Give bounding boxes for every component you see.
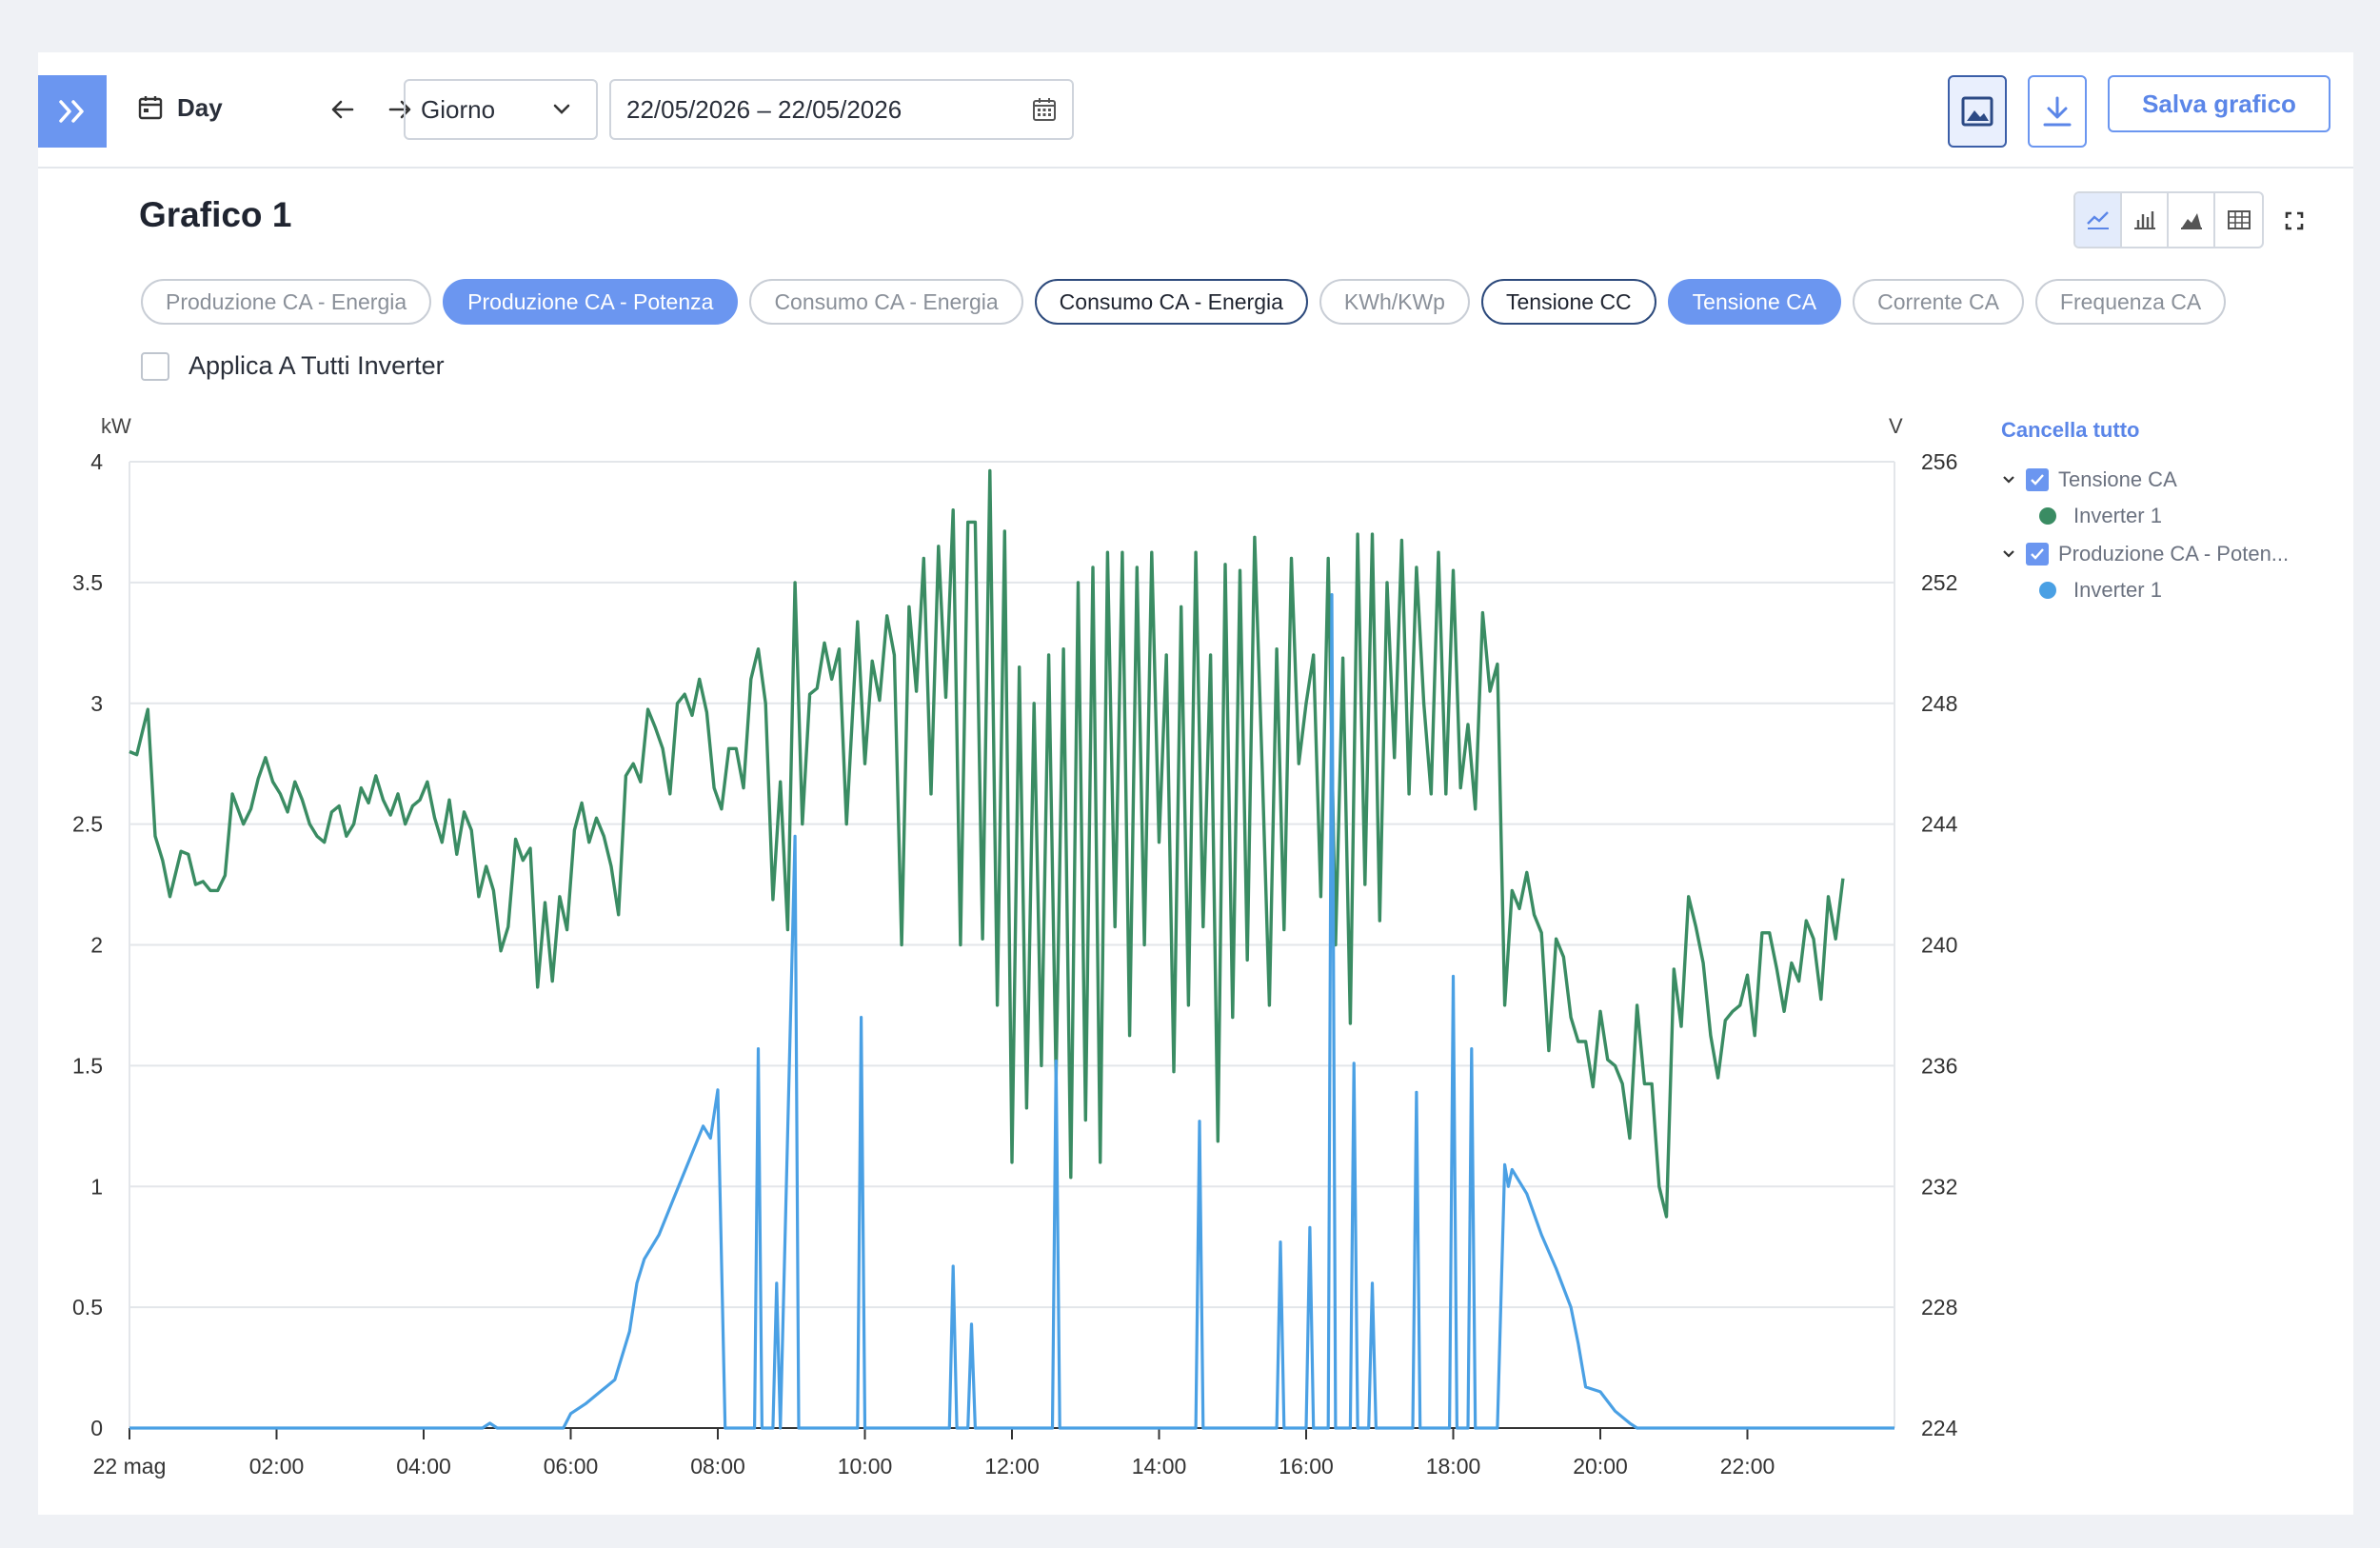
x-tick-label: 12:00 xyxy=(984,1454,1040,1479)
image-icon xyxy=(1961,96,1993,127)
expand-sidebar-button[interactable] xyxy=(38,75,107,148)
area-chart-icon xyxy=(2180,213,2202,229)
power-voltage-chart: 0 224 0.5 228 1 232 1.5 236 2 240 2.5 244 3 248 3.5 252… xyxy=(72,414,1958,1479)
period-label: Day xyxy=(177,92,223,122)
apply-all-checkbox[interactable] xyxy=(141,351,169,381)
y-tick-label-right: 228 xyxy=(1921,1295,1957,1320)
y-tick-label-left: 0.5 xyxy=(72,1295,103,1320)
metric-chip[interactable]: KWh/KWp xyxy=(1319,279,1470,325)
metric-chip[interactable]: Produzione CA - Potenza xyxy=(443,279,739,325)
metric-chips: Produzione CA - Energia Produzione CA - P… xyxy=(141,279,2227,325)
chart-type-switcher xyxy=(2073,191,2264,248)
y-tick-label-left: 1.5 xyxy=(72,1053,103,1078)
arrow-left-icon xyxy=(331,100,354,119)
legend-group[interactable]: Produzione CA - Poten... xyxy=(2001,542,2344,566)
clear-all-link[interactable]: Cancella tutto xyxy=(2001,418,2140,442)
date-range-input[interactable]: 22/05/2026 – 22/05/2026 xyxy=(609,79,1074,140)
y-tick-label-right: 236 xyxy=(1921,1053,1957,1078)
metric-chip[interactable]: Tensione CC xyxy=(1480,279,1656,325)
y-axis-unit-right: V xyxy=(1889,414,1903,438)
line-chart-icon xyxy=(2086,211,2109,229)
metric-chip[interactable]: Consumo CA - Energia xyxy=(1034,279,1308,325)
y-tick-label-right: 252 xyxy=(1921,570,1957,595)
metric-chip[interactable]: Tensione CA xyxy=(1667,279,1842,325)
legend-group-label: Produzione CA - Poten... xyxy=(2058,542,2290,566)
legend-item-label: Inverter 1 xyxy=(2073,578,2162,602)
line-chart-view-button[interactable] xyxy=(2075,193,2122,247)
chart-card: Day Giorno 22/05/2026 – 22/05/2026 xyxy=(38,52,2353,1515)
fullscreen-icon xyxy=(2285,211,2304,230)
bar-chart-icon xyxy=(2133,211,2155,229)
chevron-down-icon[interactable] xyxy=(2001,475,2016,485)
legend-item[interactable]: Inverter 1 xyxy=(2039,504,2344,528)
x-tick-label: 22 mag xyxy=(93,1454,167,1479)
chevron-down-icon[interactable] xyxy=(2001,549,2016,559)
bar-chart-view-button[interactable] xyxy=(2122,193,2169,247)
x-tick-label: 08:00 xyxy=(690,1454,745,1479)
chevron-down-icon xyxy=(553,104,570,114)
granularity-select[interactable]: Giorno xyxy=(404,79,598,140)
granularity-value: Giorno xyxy=(421,94,496,124)
export-image-button[interactable] xyxy=(1948,75,2007,148)
x-tick-label: 14:00 xyxy=(1132,1454,1187,1479)
y-tick-label-left: 3 xyxy=(90,691,103,716)
series-line xyxy=(129,593,1894,1430)
table-icon xyxy=(2227,210,2251,229)
y-tick-label-right: 256 xyxy=(1921,449,1957,474)
save-chart-button[interactable]: Salva grafico xyxy=(2108,75,2330,132)
legend-item[interactable]: Inverter 1 xyxy=(2039,578,2344,603)
area-chart-view-button[interactable] xyxy=(2169,193,2215,247)
x-tick-label: 10:00 xyxy=(838,1454,893,1479)
download-button[interactable] xyxy=(2028,75,2087,148)
x-tick-label: 18:00 xyxy=(1426,1454,1481,1479)
y-tick-label-left: 2 xyxy=(90,933,103,958)
calendar-icon xyxy=(138,96,163,120)
y-tick-label-right: 232 xyxy=(1921,1174,1957,1199)
metric-chip[interactable]: Consumo CA - Energia xyxy=(749,279,1023,325)
metric-chip[interactable]: Frequenza CA xyxy=(2034,279,2227,325)
legend-group-label: Tensione CA xyxy=(2058,467,2177,491)
apply-all-inverters[interactable]: Applica A Tutti Inverter xyxy=(141,351,445,381)
y-tick-label-right: 240 xyxy=(1921,933,1957,958)
x-tick-label: 04:00 xyxy=(396,1454,451,1479)
toolbar: Day Giorno 22/05/2026 – 22/05/2026 xyxy=(38,52,2353,169)
double-chevron-right-icon xyxy=(59,100,84,123)
metric-chip[interactable]: Produzione CA - Energia xyxy=(141,279,432,325)
chart-title: Grafico 1 xyxy=(139,195,292,234)
x-tick-label: 22:00 xyxy=(1720,1454,1775,1479)
fullscreen-button[interactable] xyxy=(2280,207,2309,235)
y-tick-label-left: 0 xyxy=(90,1416,103,1440)
metric-chip[interactable]: Corrente CA xyxy=(1853,279,2024,325)
x-tick-label: 06:00 xyxy=(544,1454,599,1479)
apply-all-label: Applica A Tutti Inverter xyxy=(188,351,445,380)
table-view-button[interactable] xyxy=(2215,193,2262,247)
period-selector[interactable]: Day xyxy=(137,89,223,127)
legend-item-label: Inverter 1 xyxy=(2073,504,2162,527)
calendar-icon[interactable] xyxy=(1032,97,1057,122)
legend-checkbox[interactable] xyxy=(2026,468,2049,491)
x-tick-label: 20:00 xyxy=(1573,1454,1628,1479)
x-tick-label: 16:00 xyxy=(1279,1454,1334,1479)
legend-group[interactable]: Tensione CA xyxy=(2001,467,2344,492)
series-color-dot xyxy=(2039,582,2056,599)
legend: Cancella tutto Tensione CA Inverter 1 Prod… xyxy=(2001,418,2344,603)
series-line xyxy=(129,468,1845,1219)
y-tick-label-right: 244 xyxy=(1921,812,1958,837)
y-tick-label-left: 2.5 xyxy=(72,812,103,837)
y-axis-unit-left: kW xyxy=(101,414,131,438)
x-tick-label: 02:00 xyxy=(249,1454,305,1479)
y-tick-label-right: 248 xyxy=(1921,691,1957,716)
legend-checkbox[interactable] xyxy=(2026,543,2049,566)
y-tick-label-right: 224 xyxy=(1921,1416,1958,1440)
series-color-dot xyxy=(2039,507,2056,525)
download-icon xyxy=(2043,96,2072,127)
y-tick-label-left: 3.5 xyxy=(72,570,103,595)
date-range-value: 22/05/2026 – 22/05/2026 xyxy=(626,94,902,124)
y-tick-label-left: 1 xyxy=(90,1174,103,1199)
previous-period-button[interactable] xyxy=(324,90,362,129)
y-tick-label-left: 4 xyxy=(90,449,103,474)
